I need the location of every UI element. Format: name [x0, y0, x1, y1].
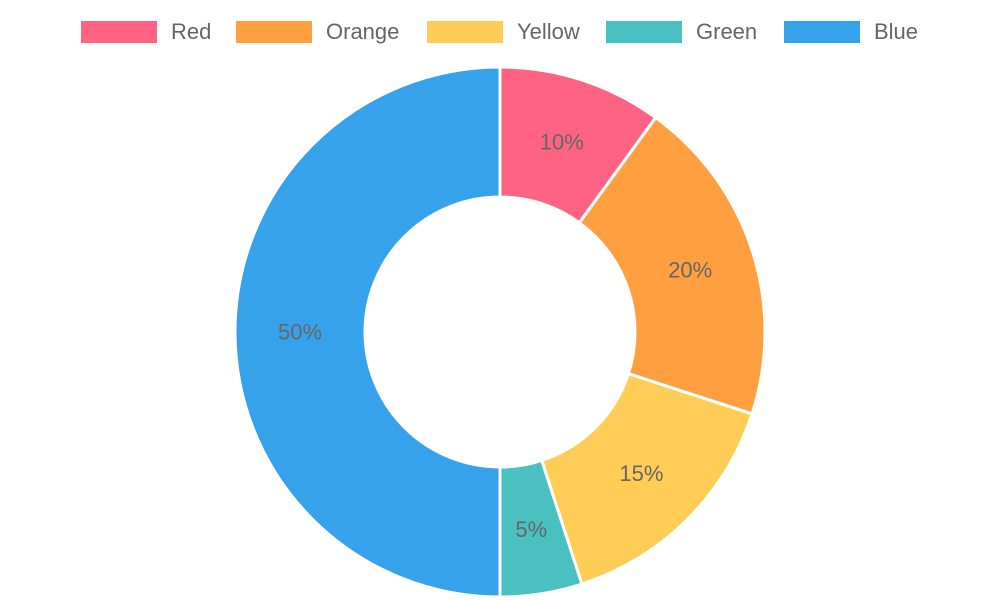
- legend-swatch-green: [606, 21, 682, 43]
- slice-label-yellow: 15%: [619, 461, 663, 486]
- slice-label-red: 10%: [540, 129, 584, 154]
- legend-label-green: Green: [696, 19, 758, 44]
- legend-swatch-orange: [236, 21, 312, 43]
- legend-item-green[interactable]: Green: [606, 15, 757, 49]
- slice-orange[interactable]: [577, 115, 767, 416]
- legend-item-orange[interactable]: Orange: [236, 15, 399, 49]
- legend-label-red: Red: [171, 19, 212, 44]
- legend-item-blue[interactable]: Blue: [784, 15, 918, 49]
- legend-swatch-blue: [784, 21, 860, 43]
- legend-swatch-yellow: [427, 21, 503, 43]
- legend-label-yellow: Yellow: [517, 19, 580, 44]
- slice-label-orange: 20%: [668, 258, 712, 283]
- legend-label-orange: Orange: [326, 19, 400, 44]
- legend-item-red[interactable]: Red: [81, 15, 211, 49]
- slice-blue[interactable]: [233, 65, 502, 599]
- legend-swatch-red: [81, 21, 157, 43]
- slice-yellow[interactable]: [539, 371, 754, 586]
- legend-item-yellow[interactable]: Yellow: [427, 15, 580, 49]
- legend-label-blue: Blue: [874, 19, 919, 44]
- slice-label-blue: 50%: [278, 320, 322, 345]
- chart-legend: Red Orange Yellow Green Blue: [0, 15, 1000, 49]
- slice-label-green: 5%: [515, 517, 547, 542]
